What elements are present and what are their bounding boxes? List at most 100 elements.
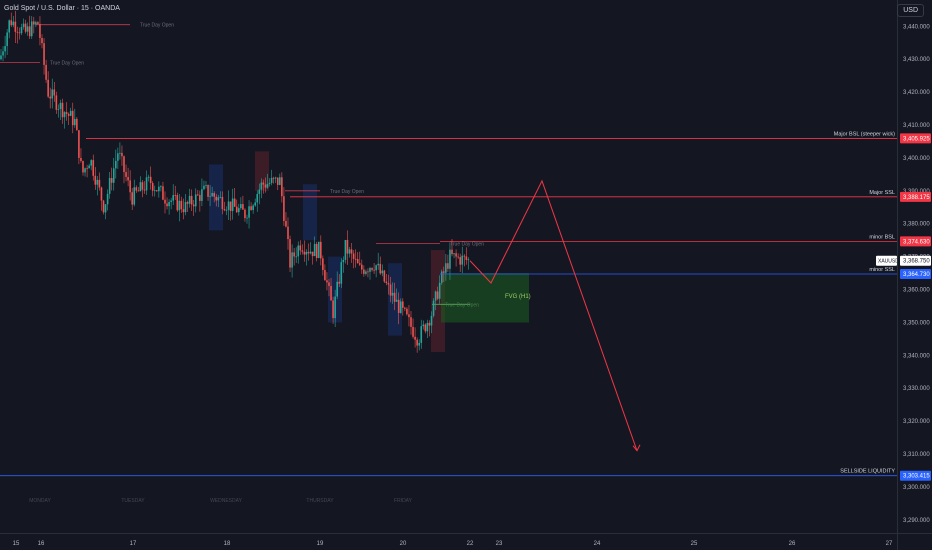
candle-body	[149, 176, 152, 184]
candle-body	[123, 156, 125, 173]
level-label: minor BSL	[869, 234, 895, 240]
candle-body	[229, 201, 232, 211]
candle-body	[235, 206, 238, 213]
candle-body	[246, 217, 248, 219]
day-label: THURSDAY	[306, 498, 334, 504]
candle-body	[117, 153, 119, 161]
candle-body	[305, 251, 308, 255]
candle-body	[272, 177, 275, 179]
candle-body	[100, 187, 103, 201]
fvg-zone	[441, 273, 529, 323]
candle-body	[16, 31, 19, 33]
candle-body	[467, 259, 470, 261]
candle-body	[412, 326, 414, 337]
candle-body	[297, 245, 300, 257]
level-price-label: 3,374.630	[903, 239, 930, 245]
candle-body	[164, 199, 166, 204]
candle-body	[356, 258, 359, 264]
candle-body	[41, 37, 43, 44]
candle-body	[178, 200, 181, 211]
candle-body	[387, 283, 390, 285]
candle-body	[14, 21, 17, 32]
y-tick-label: 3,340.000	[903, 353, 930, 359]
candle-body	[270, 177, 273, 183]
candle-body	[266, 183, 269, 188]
candle-body	[358, 263, 361, 265]
candle-body	[371, 268, 373, 270]
candle-body	[422, 324, 425, 327]
candle-body	[186, 202, 189, 204]
candle-body	[375, 265, 377, 271]
x-tick-label: 18	[224, 541, 231, 547]
candle-body	[156, 190, 158, 192]
true-day-open-label: True Day Open	[450, 241, 484, 247]
candle-body	[215, 196, 218, 201]
level-price-badge	[900, 268, 931, 279]
candle-body	[440, 271, 443, 283]
candle-body	[125, 172, 127, 177]
candle-body	[0, 55, 2, 60]
level-price-label: 3,405.925	[903, 136, 930, 142]
candle-body	[65, 112, 68, 114]
candle-body	[328, 282, 330, 286]
session-box	[303, 184, 317, 241]
candle-body	[463, 255, 466, 257]
candle-body	[260, 182, 263, 190]
y-tick-label: 3,410.000	[903, 123, 930, 129]
candle-body	[69, 110, 72, 116]
candle-body	[420, 326, 423, 343]
candle-body	[20, 27, 23, 34]
candle-body	[453, 253, 455, 255]
candle-body	[346, 239, 349, 254]
true-day-open-label: True Day Open	[330, 189, 364, 195]
candle-body	[108, 178, 111, 194]
candle-body	[82, 161, 84, 173]
candle-body	[153, 190, 156, 192]
x-axis: 15 16 17 18 19 20 22 23 24 25 26 27 MONDAY TUESDAY WED…	[13, 498, 893, 547]
candle-body	[408, 314, 410, 318]
candle-body	[264, 184, 267, 188]
candle-body	[2, 51, 4, 56]
currency-button[interactable]: USD	[897, 4, 924, 17]
true-day-opens: True Day Open True Day Open True Day Open T…	[0, 23, 484, 308]
candle-body	[90, 160, 92, 166]
candle-body	[361, 264, 363, 270]
candle-body	[365, 271, 367, 274]
candle-body	[324, 270, 326, 281]
candle-body	[330, 285, 332, 301]
candle-body	[197, 194, 199, 196]
candle-body	[268, 182, 271, 184]
candle-body	[96, 179, 99, 185]
day-label: FRIDAY	[394, 498, 413, 504]
candle-body	[287, 226, 289, 240]
candle-body	[86, 168, 88, 170]
candle-body	[174, 195, 177, 196]
candle-body	[465, 256, 468, 260]
candle-body	[160, 186, 162, 188]
candle-body	[256, 193, 259, 203]
projection-path	[469, 179, 638, 451]
candle-body	[276, 177, 279, 185]
candle-body	[47, 79, 49, 97]
candle-body	[145, 177, 148, 191]
candle-body	[18, 32, 21, 34]
candle-body	[397, 299, 400, 313]
candle-body	[352, 253, 355, 259]
candle-body	[227, 201, 230, 210]
candle-body	[139, 182, 142, 192]
candle-body	[63, 112, 66, 118]
candle-body	[115, 160, 117, 169]
current-symbol-label: XAUUSD	[878, 259, 899, 265]
candle-body	[51, 89, 54, 99]
candle-body	[39, 23, 41, 38]
candle-body	[211, 193, 213, 197]
candle-body	[59, 102, 62, 110]
candle-body	[80, 157, 82, 162]
candle-body	[455, 253, 457, 257]
candle-body	[338, 281, 341, 284]
x-tick-label: 23	[496, 541, 503, 547]
candle-body	[94, 175, 97, 185]
candle-body	[344, 239, 347, 260]
candle-body	[135, 187, 138, 191]
